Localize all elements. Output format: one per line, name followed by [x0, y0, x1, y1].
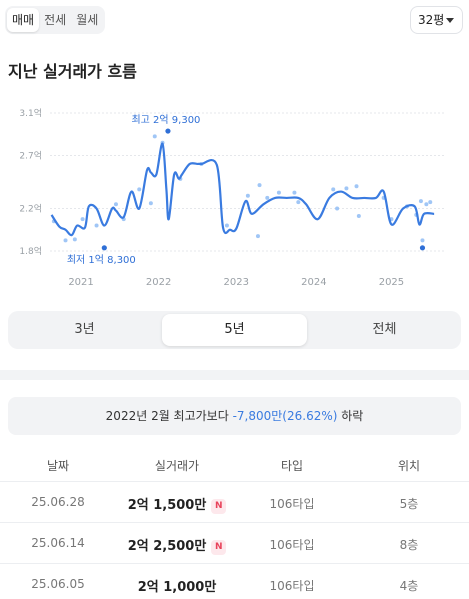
transaction-point: [148, 201, 153, 206]
price-trend-line: [50, 142, 435, 237]
transaction-point: [152, 134, 157, 139]
size-select-value: 32평: [418, 13, 445, 27]
transaction-point: [292, 190, 297, 195]
period-tab-5y[interactable]: 5년: [162, 314, 307, 346]
transaction-point: [356, 213, 361, 218]
transaction-point: [80, 217, 85, 222]
transaction-point: [113, 202, 118, 207]
section-divider: [0, 370, 469, 380]
section-title: 지난 실거래가 흐름: [8, 62, 137, 81]
new-badge: N: [211, 499, 227, 514]
x-tick-label: 2022: [146, 277, 171, 288]
transaction-point: [245, 193, 250, 198]
transaction-point: [72, 237, 77, 242]
period-tabs: 3년 5년 전체: [8, 311, 461, 349]
row-floor: 4층: [399, 579, 419, 593]
max-price-label: 최고 2억 9,300: [131, 114, 200, 126]
row-price: 2억 1,500만 N: [118, 494, 236, 514]
transaction-point: [428, 200, 433, 205]
compare-prefix: 2022년 2월 최고가보다: [105, 409, 233, 423]
row-date: 25.06.05: [31, 577, 85, 591]
compare-change: -7,800만(26.62%): [232, 409, 338, 423]
table-header: 날짜 실거래가 타입 위치: [0, 450, 469, 482]
y-tick-label: 2.7억: [19, 149, 42, 161]
tab-jeonse[interactable]: 전세: [44, 13, 67, 27]
row-date: 25.06.14: [31, 536, 85, 550]
header-type: 타입: [280, 459, 304, 473]
period-tab-3y[interactable]: 3년: [74, 322, 95, 337]
table-row[interactable]: 25.06.05 2억 1,000만 106타입 4층: [0, 565, 469, 599]
compare-summary: 2022년 2월 최고가보다 -7,800만(26.62%) 하락: [8, 397, 461, 435]
y-tick-label: 3.1억: [19, 107, 42, 119]
row-type: 106타입: [269, 579, 315, 593]
transaction-point: [335, 206, 340, 211]
header-floor: 위치: [397, 459, 421, 473]
latest-price-point: [419, 245, 426, 251]
table-row[interactable]: 25.06.14 2억 2,500만 N 106타입 8층: [0, 524, 469, 564]
transaction-point: [137, 187, 142, 192]
transaction-point: [418, 199, 423, 204]
tab-monthly-rent[interactable]: 월세: [76, 13, 99, 27]
tab-sale[interactable]: 매매: [7, 8, 40, 32]
transaction-point: [255, 234, 260, 239]
size-select[interactable]: 32평: [410, 6, 463, 34]
chart-svg: 3.1억 2.7억 2.2억 1.8억 2021 2022 2023 2024 2025 최고 2…: [19, 107, 446, 288]
x-tick-label: 2025: [379, 277, 404, 288]
caret-down-icon: [446, 18, 454, 23]
deal-type-tabs: 매매 전세 월세: [5, 6, 106, 34]
transaction-point: [224, 223, 229, 228]
row-price: 2억 2,500만 N: [118, 535, 236, 555]
min-price-label: 최저 1억 8,300: [67, 254, 136, 266]
row-price-value: 2억 1,500만: [127, 498, 207, 513]
transaction-point: [354, 184, 359, 189]
transaction-point: [257, 183, 262, 188]
y-tick-label: 1.8억: [19, 245, 42, 257]
transaction-point: [296, 200, 301, 205]
x-tick-label: 2021: [68, 277, 93, 288]
price-trend-chart: 3.1억 2.7억 2.2억 1.8억 2021 2022 2023 2024 2025 최고 2…: [0, 98, 469, 298]
x-tick-label: 2024: [301, 277, 326, 288]
period-tab-all[interactable]: 전체: [372, 322, 397, 337]
transaction-point: [424, 202, 429, 207]
row-type: 106타입: [269, 497, 315, 511]
max-price-point: [165, 128, 171, 134]
transaction-point: [63, 238, 68, 243]
transaction-point: [344, 186, 349, 191]
transaction-point: [265, 195, 270, 200]
row-floor: 8층: [399, 538, 419, 552]
x-tick-label: 2023: [224, 277, 249, 288]
new-badge: N: [211, 540, 227, 555]
row-price-value: 2억 2,500만: [127, 539, 207, 554]
compare-suffix: 하락: [337, 409, 364, 423]
header-date: 날짜: [46, 459, 70, 473]
transaction-point: [420, 238, 425, 243]
row-date: 25.06.28: [31, 495, 85, 509]
row-floor: 5층: [399, 497, 419, 511]
row-type: 106타입: [269, 538, 315, 552]
transaction-point: [94, 223, 99, 228]
row-price: 2억 1,000만: [118, 576, 236, 595]
transaction-point: [276, 190, 281, 195]
header-price: 실거래가: [154, 459, 200, 473]
row-price-value: 2억 1,000만: [137, 580, 217, 595]
transaction-point: [331, 187, 336, 192]
top-bar: 매매 전세 월세 32평: [0, 0, 469, 44]
table-row[interactable]: 25.06.28 2억 1,500만 N 106타입 5층: [0, 483, 469, 523]
y-tick-label: 2.2억: [19, 203, 42, 215]
min-price-point: [101, 245, 107, 251]
